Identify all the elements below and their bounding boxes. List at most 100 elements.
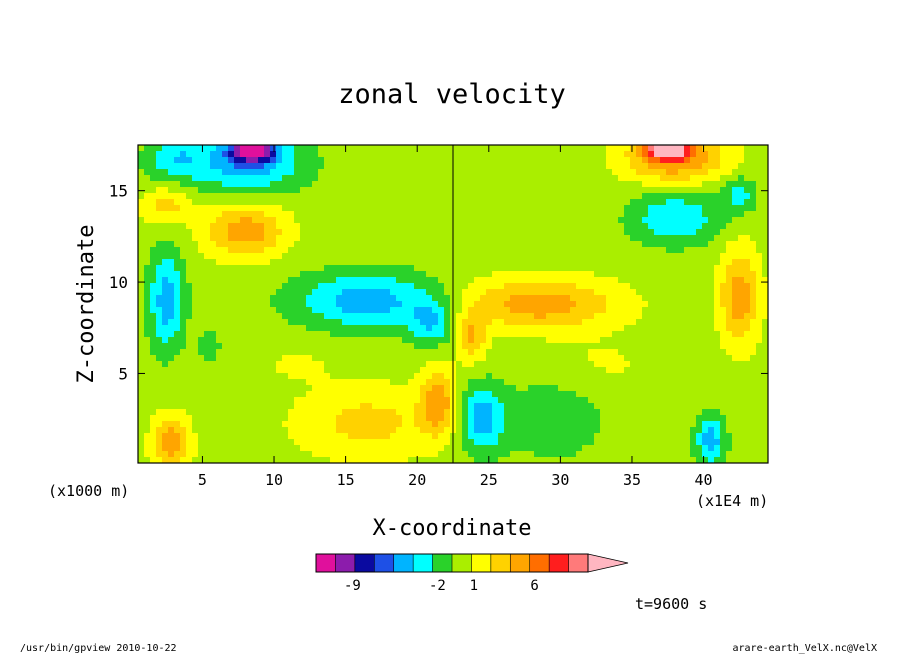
heatmap-cell [438,289,445,296]
heatmap-cell [246,385,253,392]
heatmap-cell [198,385,205,392]
heatmap-cell [654,409,661,416]
heatmap-cell [654,367,661,374]
heatmap-cell [288,409,295,416]
heatmap-cell [162,253,169,260]
heatmap-cell [504,313,511,320]
heatmap-cell [744,379,751,386]
heatmap-cell [186,373,193,380]
heatmap-cell [540,181,547,188]
heatmap-cell [414,259,421,266]
heatmap-cell [654,199,661,206]
heatmap-cell [234,163,241,170]
heatmap-cell [708,157,715,164]
heatmap-cell [732,391,739,398]
heatmap-cell [564,157,571,164]
heatmap-cell [294,379,301,386]
heatmap-cell [702,301,709,308]
heatmap-cell [726,145,733,152]
heatmap-cell [174,181,181,188]
heatmap-cell [492,199,499,206]
heatmap-cell [432,313,439,320]
heatmap-cell [654,151,661,158]
heatmap-cell [714,331,721,338]
heatmap-cell [270,301,277,308]
heatmap-cell [300,169,307,176]
heatmap-cell [156,211,163,218]
heatmap-cell [252,361,259,368]
heatmap-cell [276,205,283,212]
heatmap-cell [246,259,253,266]
heatmap-cell [402,253,409,260]
heatmap-cell [288,283,295,290]
heatmap-cell [570,397,577,404]
heatmap-cell [582,391,589,398]
heatmap-cell [582,145,589,152]
heatmap-cell [228,385,235,392]
heatmap-cell [570,331,577,338]
heatmap-cell [696,229,703,236]
heatmap-cell [240,271,247,278]
heatmap-cell [546,313,553,320]
heatmap-cell [408,151,415,158]
heatmap-cell [390,385,397,392]
heatmap-cell [366,373,373,380]
heatmap-cell [618,247,625,254]
heatmap-cell [204,427,211,434]
heatmap-cell [504,337,511,344]
heatmap-cell [180,145,187,152]
heatmap-cell [660,187,667,194]
heatmap-cell [198,397,205,404]
heatmap-cell [624,175,631,182]
heatmap-cell [480,145,487,152]
heatmap-cell [186,253,193,260]
heatmap-cell [678,157,685,164]
heatmap-cell [594,205,601,212]
heatmap-cell [696,385,703,392]
heatmap-cell [408,379,415,386]
heatmap-cell [366,367,373,374]
heatmap-cell [594,367,601,374]
heatmap-cell [540,211,547,218]
heatmap-cell [696,379,703,386]
heatmap-cell [390,253,397,260]
heatmap-cell [618,415,625,422]
heatmap-cell [186,217,193,224]
heatmap-cell [390,169,397,176]
heatmap-cell [660,319,667,326]
heatmap-cell [600,157,607,164]
heatmap-cell [396,169,403,176]
heatmap-cell [192,319,199,326]
heatmap-cell [588,367,595,374]
heatmap-cell [306,151,313,158]
heatmap-cell [438,235,445,242]
heatmap-cell [372,361,379,368]
heatmap-cell [354,403,361,410]
heatmap-cell [402,163,409,170]
heatmap-cell [516,403,523,410]
heatmap-cell [708,145,715,152]
heatmap-cell [576,325,583,332]
heatmap-cell [324,391,331,398]
heatmap-cell [144,163,151,170]
heatmap-cell [756,217,763,224]
heatmap-cell [672,307,679,314]
heatmap-cell [558,421,565,428]
heatmap-cell [252,175,259,182]
heatmap-cell [234,415,241,422]
heatmap-cell [348,151,355,158]
heatmap-cell [234,403,241,410]
heatmap-cell [564,355,571,362]
heatmap-cell [312,265,319,272]
heatmap-cell [600,217,607,224]
heatmap-cell [534,235,541,242]
heatmap-cell [168,283,175,290]
heatmap-cell [702,379,709,386]
heatmap-cell [576,355,583,362]
heatmap-cell [354,205,361,212]
heatmap-cell [282,217,289,224]
heatmap-cell [498,253,505,260]
heatmap-cell [672,211,679,218]
heatmap-cell [582,223,589,230]
heatmap-cell [690,229,697,236]
